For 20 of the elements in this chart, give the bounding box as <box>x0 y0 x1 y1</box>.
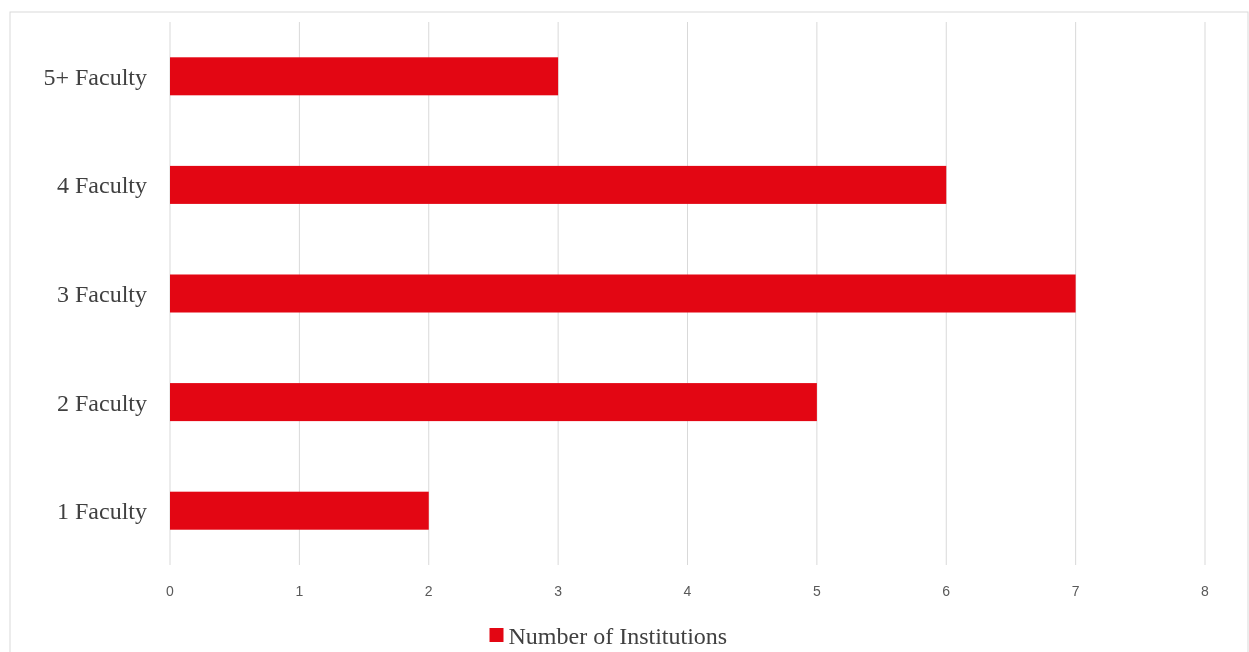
bar <box>170 383 817 422</box>
bar <box>170 274 1076 313</box>
y-tick-label: 4 Faculty <box>57 172 147 199</box>
x-tick-label: 8 <box>1201 583 1210 599</box>
y-tick-label: 1 Faculty <box>57 498 147 525</box>
x-tick-label: 7 <box>1071 583 1080 599</box>
x-tick-label: 6 <box>942 583 951 599</box>
y-tick-label: 5+ Faculty <box>43 63 147 90</box>
bar <box>170 165 947 204</box>
x-tick-label: 1 <box>295 583 304 599</box>
y-tick-label: 3 Faculty <box>57 280 147 307</box>
x-tick-label: 3 <box>554 583 563 599</box>
x-tick-label: 2 <box>424 583 433 599</box>
legend-label: Number of Institutions <box>508 623 728 650</box>
bar <box>170 57 559 96</box>
y-tick-label: 2 Faculty <box>57 389 147 416</box>
x-tick-label: 0 <box>166 583 175 599</box>
x-tick-label: 4 <box>683 583 692 599</box>
bar <box>170 491 429 530</box>
x-tick-label: 5 <box>812 583 821 599</box>
